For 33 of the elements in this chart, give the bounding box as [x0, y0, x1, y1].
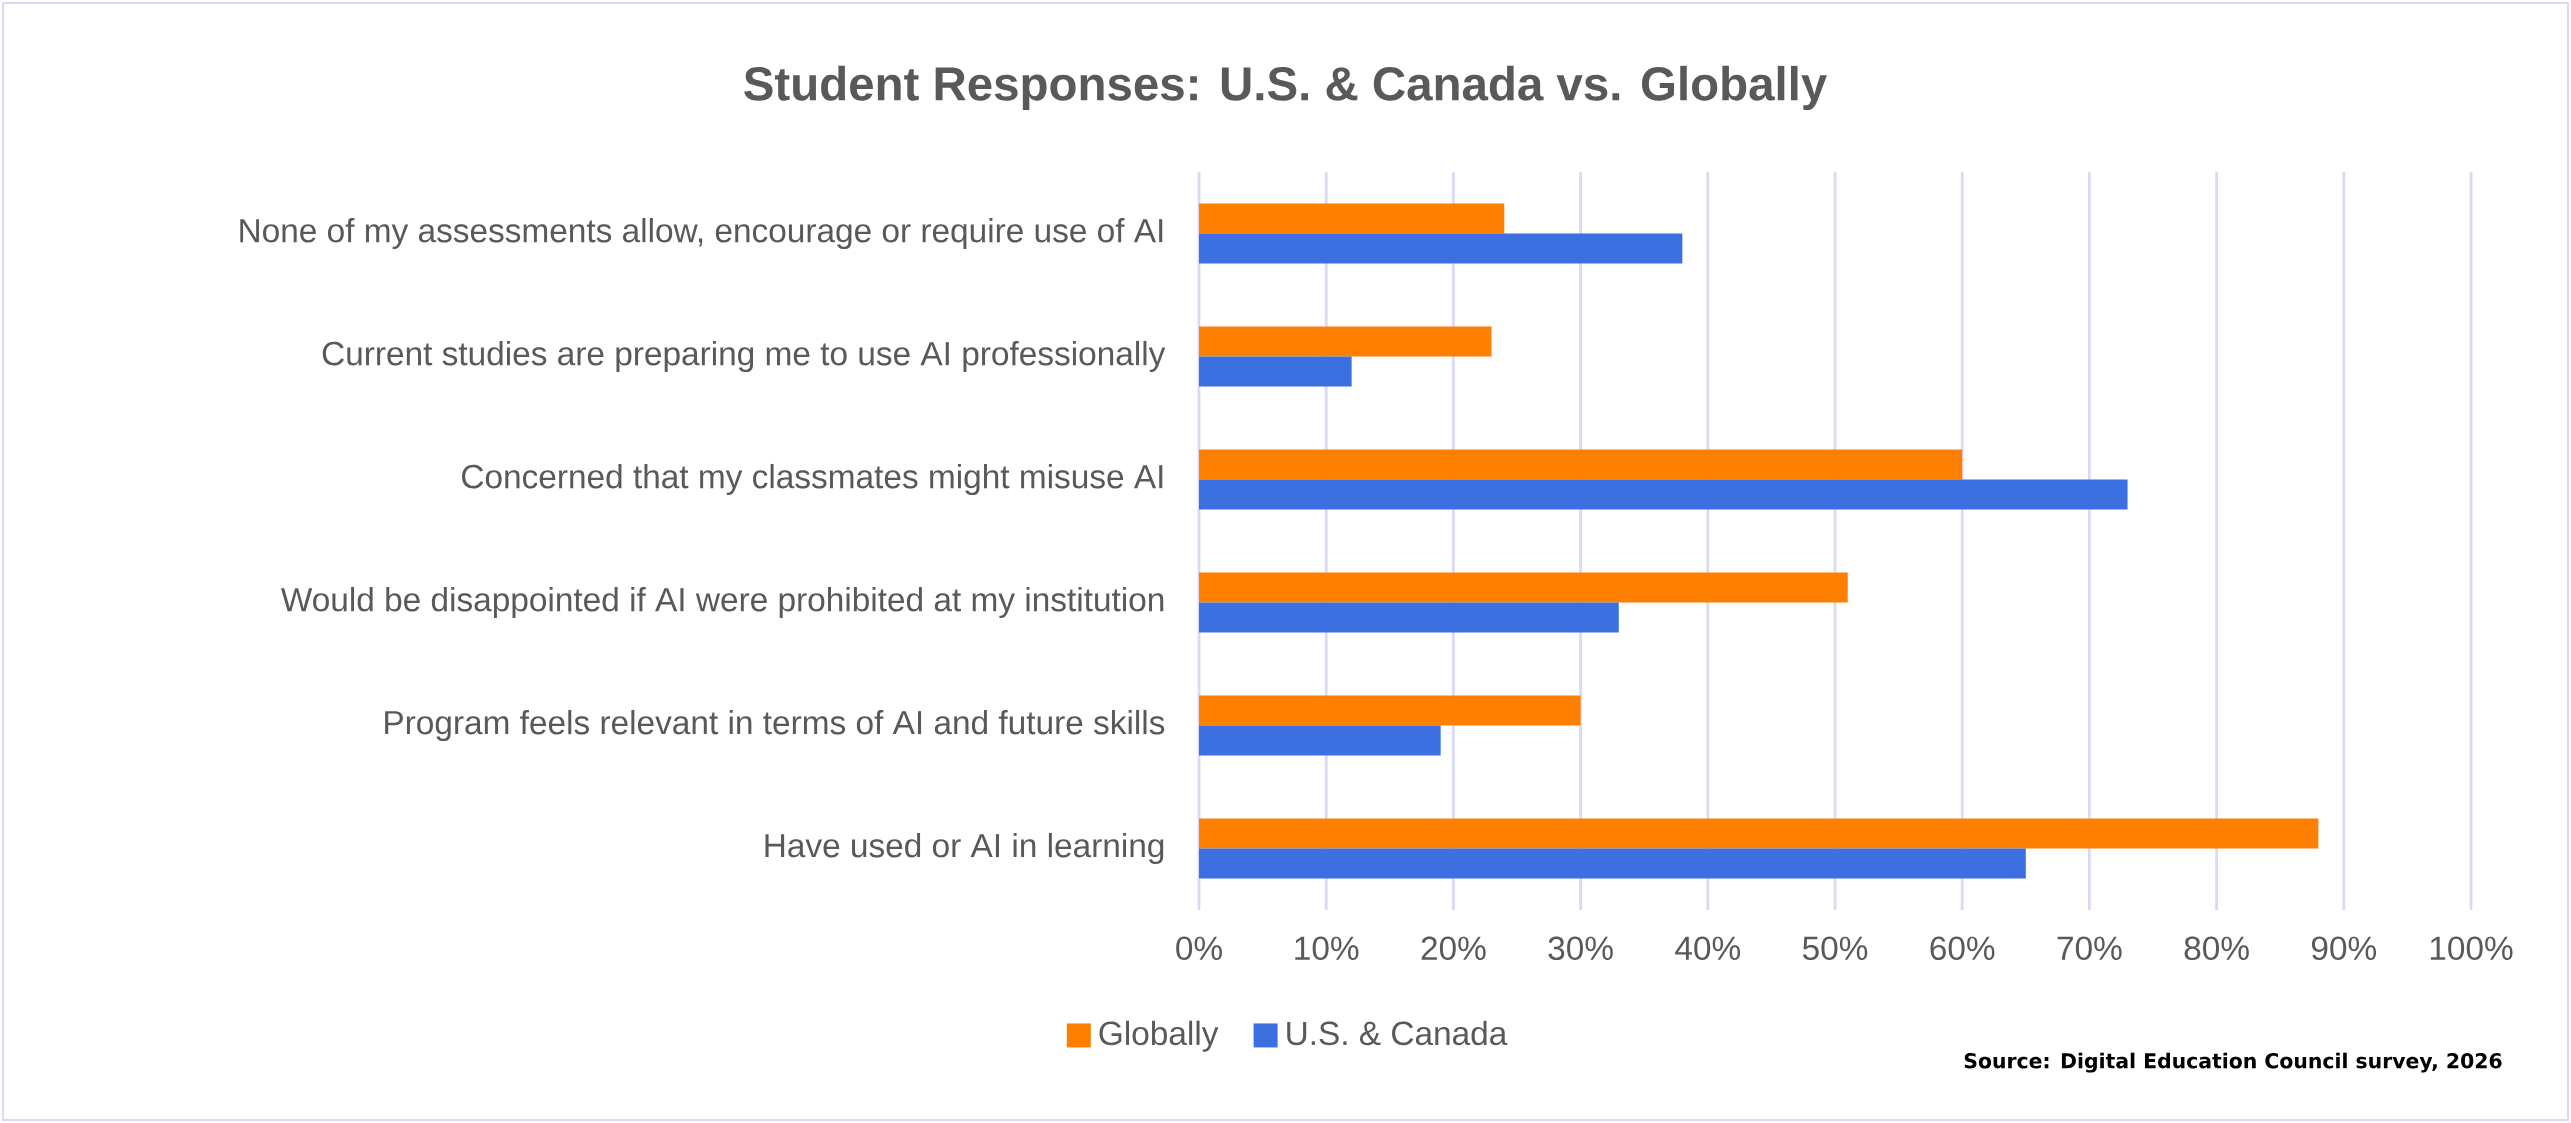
source-note: Source: Digital Education Council survey, 2026: [1964, 1052, 2502, 1073]
x-tick-label: 60%: [1930, 936, 1995, 961]
x-tick-label: 30%: [1548, 936, 1613, 961]
bar: [1199, 356, 1352, 387]
y-tick-label: Concerned that my classmates might misuse AI: [462, 463, 1163, 496]
bar: [1199, 233, 1683, 264]
bar: [1199, 725, 1441, 756]
y-tick-label: Would be disappointed if AI were prohibited at my institution: [280, 586, 1164, 619]
chart-title: Student Responses: U.S. & Canada vs. Globally: [744, 65, 1827, 111]
x-tick-label: 0%: [1176, 936, 1222, 961]
x-tick-label: 20%: [1421, 936, 1486, 961]
y-tick-label: Have used or AI in learning: [765, 832, 1164, 865]
bar: [1199, 203, 1505, 234]
y-tick-label: Current studies are preparing me to use AI professionally: [322, 340, 1166, 373]
bar: [1199, 818, 2319, 849]
x-tick-label: 10%: [1295, 936, 1359, 961]
x-tick-label: 90%: [2311, 936, 2377, 961]
bar: [1199, 572, 1848, 603]
x-tick-label: 100%: [2430, 936, 2513, 961]
x-tick-label: 80%: [2184, 936, 2249, 961]
y-tick-label: Program feels relevant in terms of AI and future skills: [385, 709, 1165, 742]
x-tick-label: 40%: [1675, 936, 1741, 961]
bar: [1199, 602, 1619, 633]
bar: [1199, 326, 1492, 357]
bar: [1199, 848, 2026, 879]
legend-label: Globally: [1099, 1020, 1219, 1052]
legend-label: U.S. & Canada: [1287, 1020, 1508, 1046]
y-tick-label: None of my assessments allow, encourage or require use of AI: [240, 217, 1163, 250]
bar: [1199, 695, 1581, 726]
x-tick-label: 70%: [2057, 936, 2122, 961]
bar: [1199, 449, 1963, 480]
bar: [1199, 479, 2128, 510]
x-tick-label: 50%: [1802, 936, 1868, 961]
